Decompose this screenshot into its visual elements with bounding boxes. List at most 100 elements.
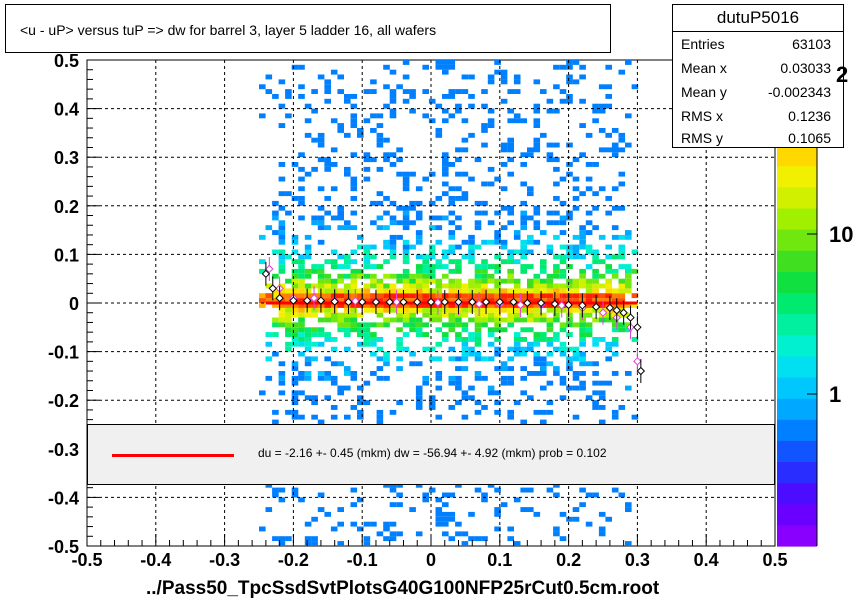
density-cell bbox=[513, 312, 521, 318]
density-cell bbox=[513, 541, 521, 546]
density-cell bbox=[376, 283, 384, 289]
density-cell bbox=[527, 327, 534, 333]
density-cell bbox=[455, 147, 462, 153]
density-cell bbox=[500, 239, 508, 245]
density-cell bbox=[494, 322, 501, 328]
density-cell bbox=[546, 278, 554, 284]
density-cell bbox=[461, 191, 469, 197]
density-cell bbox=[383, 225, 390, 231]
density-cell bbox=[278, 322, 286, 328]
z-axis-exponent: 2 bbox=[836, 62, 849, 87]
density-cell bbox=[540, 337, 547, 342]
density-cell bbox=[585, 303, 593, 308]
density-cell bbox=[363, 254, 371, 260]
density-cell bbox=[285, 89, 292, 94]
density-cell bbox=[415, 395, 423, 401]
density-cell bbox=[415, 327, 423, 333]
density-cell bbox=[487, 220, 495, 226]
density-cell bbox=[415, 482, 423, 488]
density-cell bbox=[376, 191, 384, 197]
density-cell bbox=[389, 162, 397, 167]
density-cell bbox=[409, 94, 416, 99]
density-cell bbox=[592, 273, 599, 279]
density-cell bbox=[422, 89, 429, 94]
density-cell bbox=[442, 108, 449, 114]
density-cell bbox=[350, 375, 358, 381]
black-profile-point bbox=[275, 293, 284, 303]
density-cell bbox=[435, 312, 443, 318]
density-cell bbox=[357, 288, 364, 294]
density-cell bbox=[442, 157, 449, 163]
density-cell bbox=[527, 312, 534, 318]
density-cell bbox=[324, 337, 331, 342]
density-cell bbox=[605, 288, 612, 294]
density-cell bbox=[625, 264, 632, 269]
density-cell bbox=[415, 200, 423, 206]
black-profile-point bbox=[509, 297, 518, 307]
density-cell bbox=[481, 128, 488, 133]
density-cell bbox=[605, 196, 612, 201]
density-cell bbox=[579, 322, 586, 328]
density-cell bbox=[435, 288, 443, 294]
density-cell bbox=[278, 371, 286, 376]
density-cell bbox=[272, 351, 279, 357]
density-cell bbox=[428, 200, 436, 206]
density-cell bbox=[533, 108, 541, 114]
density-cell bbox=[383, 152, 390, 158]
density-cell bbox=[455, 264, 462, 269]
density-cell bbox=[442, 166, 449, 172]
palette-band bbox=[777, 292, 817, 315]
density-cell bbox=[507, 536, 514, 542]
density-cell bbox=[468, 94, 475, 99]
density-cell bbox=[559, 511, 567, 517]
density-cell bbox=[559, 322, 567, 328]
density-cell bbox=[494, 317, 501, 323]
density-cell bbox=[592, 317, 599, 323]
density-cell bbox=[448, 516, 456, 522]
density-cell bbox=[428, 303, 436, 308]
density-cell bbox=[481, 142, 488, 148]
density-cell bbox=[396, 327, 403, 333]
density-cell bbox=[533, 225, 541, 231]
density-cell bbox=[265, 74, 273, 80]
density-cell bbox=[455, 268, 462, 274]
density-cell bbox=[481, 293, 488, 299]
density-cell bbox=[324, 371, 331, 376]
density-cell bbox=[605, 84, 612, 90]
density-cell bbox=[265, 283, 273, 289]
density-cell bbox=[572, 371, 580, 376]
density-cell bbox=[291, 375, 299, 381]
density-cell bbox=[311, 137, 318, 143]
density-cell bbox=[585, 283, 593, 289]
density-cell bbox=[291, 337, 299, 342]
density-cell bbox=[553, 293, 560, 299]
density-cell bbox=[553, 254, 560, 260]
density-cell bbox=[468, 332, 475, 337]
density-cell bbox=[585, 132, 593, 138]
density-cell bbox=[494, 307, 501, 313]
density-cell bbox=[566, 307, 573, 313]
stats-value: -0.002343 bbox=[767, 84, 831, 100]
density-cell bbox=[448, 249, 456, 255]
density-cell bbox=[527, 317, 534, 323]
density-cell bbox=[291, 288, 299, 294]
density-cell bbox=[383, 64, 390, 70]
density-cell bbox=[402, 254, 410, 260]
density-cell bbox=[304, 118, 312, 124]
density-cell bbox=[520, 225, 527, 231]
density-cell bbox=[422, 64, 429, 70]
density-cell bbox=[298, 215, 305, 221]
density-cell bbox=[344, 225, 351, 231]
density-cell bbox=[435, 128, 443, 133]
density-cell bbox=[507, 288, 514, 294]
palette-band bbox=[777, 524, 817, 547]
density-cell bbox=[291, 64, 299, 70]
density-cell bbox=[304, 234, 312, 240]
density-cell bbox=[291, 361, 299, 367]
density-cell bbox=[461, 312, 469, 318]
density-cell bbox=[311, 220, 318, 226]
density-cell bbox=[481, 283, 488, 289]
density-cell bbox=[415, 210, 423, 216]
density-cell bbox=[370, 371, 377, 376]
density-cell bbox=[474, 312, 482, 318]
